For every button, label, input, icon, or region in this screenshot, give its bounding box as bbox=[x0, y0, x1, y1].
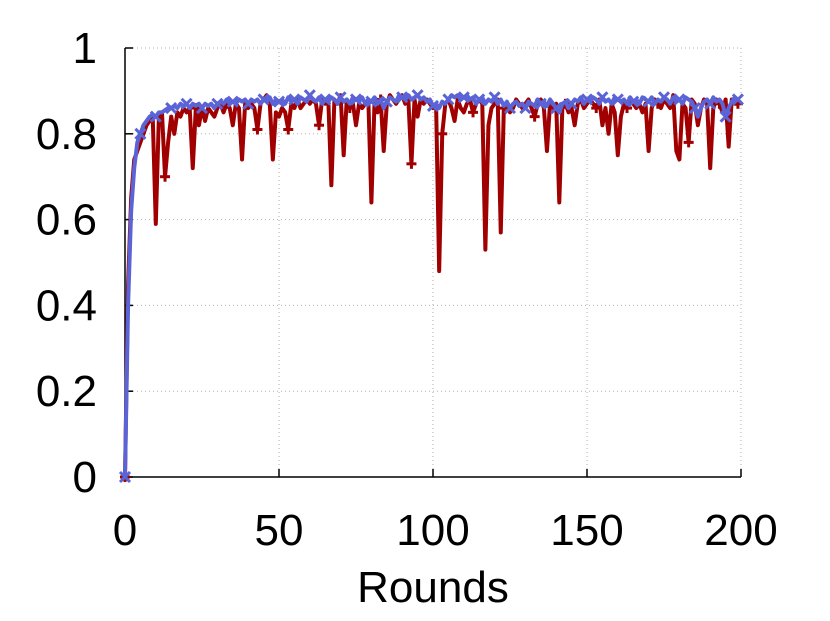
x-tick-label: 150 bbox=[550, 506, 623, 555]
data-point bbox=[529, 111, 540, 122]
data-point bbox=[488, 91, 501, 104]
data-point bbox=[534, 97, 547, 110]
data-point bbox=[683, 137, 694, 148]
y-tick-label: 0.8 bbox=[36, 110, 97, 159]
data-point bbox=[149, 110, 162, 123]
data-point bbox=[303, 89, 316, 102]
series-2 bbox=[118, 89, 744, 484]
data-point bbox=[165, 101, 178, 115]
series-line bbox=[123, 93, 738, 478]
data-point bbox=[731, 93, 744, 106]
data-point bbox=[134, 127, 147, 140]
data-point bbox=[283, 124, 294, 135]
data-point bbox=[211, 97, 224, 110]
data-point bbox=[257, 93, 270, 106]
x-tick-label: 50 bbox=[255, 506, 304, 555]
data-point bbox=[319, 93, 332, 106]
x-axis-label: Rounds bbox=[357, 563, 509, 612]
data-point bbox=[627, 95, 640, 108]
grid-lines bbox=[125, 47, 742, 477]
data-point bbox=[591, 103, 602, 114]
data-point bbox=[334, 91, 347, 104]
data-point bbox=[719, 110, 732, 123]
data-point bbox=[226, 95, 239, 108]
y-tick-label: 0.6 bbox=[36, 196, 97, 245]
series-layer bbox=[118, 89, 744, 484]
data-point bbox=[468, 107, 479, 118]
data-point bbox=[160, 171, 171, 182]
data-point bbox=[611, 93, 624, 106]
data-point bbox=[180, 97, 193, 110]
data-point bbox=[565, 97, 578, 110]
data-point bbox=[704, 97, 717, 110]
data-point bbox=[688, 101, 701, 115]
data-point bbox=[457, 91, 470, 104]
data-point bbox=[380, 95, 393, 108]
data-point bbox=[365, 95, 378, 108]
data-point bbox=[272, 95, 286, 108]
data-point bbox=[519, 101, 532, 115]
data-point bbox=[406, 158, 417, 169]
data-point bbox=[314, 120, 325, 131]
y-tick-label: 0 bbox=[73, 453, 97, 502]
data-point bbox=[442, 93, 455, 106]
data-point bbox=[580, 93, 594, 106]
y-tick-label: 0.4 bbox=[36, 281, 97, 330]
data-point bbox=[288, 93, 301, 106]
data-point bbox=[195, 101, 209, 115]
data-point bbox=[411, 89, 424, 102]
data-point bbox=[396, 91, 409, 104]
tick-labels: 0 0.2 0.4 0.6 0.8 1 0 50 100 150 200 bbox=[36, 24, 778, 555]
data-point bbox=[673, 93, 686, 106]
y-tick-label: 0.2 bbox=[36, 367, 97, 416]
data-point bbox=[642, 95, 655, 108]
data-point bbox=[118, 470, 132, 484]
x-tick-label: 200 bbox=[704, 506, 777, 555]
data-point bbox=[349, 93, 363, 106]
series-line bbox=[123, 93, 740, 478]
data-point bbox=[473, 93, 486, 106]
series-1 bbox=[120, 93, 743, 482]
data-point bbox=[657, 91, 671, 104]
data-point bbox=[252, 124, 263, 135]
data-point bbox=[242, 97, 255, 110]
x-tick-label: 100 bbox=[396, 506, 469, 555]
data-point bbox=[426, 99, 440, 112]
data-point bbox=[503, 101, 517, 115]
y-tick-label: 1 bbox=[73, 24, 97, 73]
data-point bbox=[437, 128, 448, 139]
data-point bbox=[596, 91, 609, 104]
data-point bbox=[550, 101, 563, 115]
x-tick-label: 0 bbox=[113, 506, 137, 555]
